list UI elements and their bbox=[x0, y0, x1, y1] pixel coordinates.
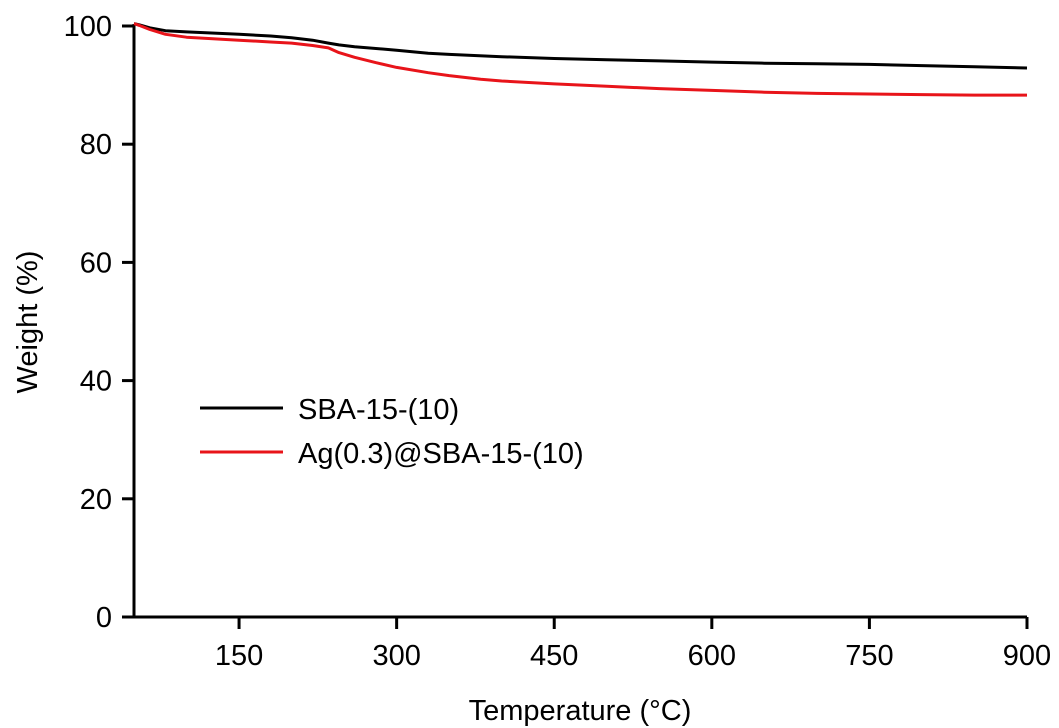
legend-label-ag-sba15: Ag(0.3)@SBA-15-(10) bbox=[298, 438, 584, 470]
y-tick-label: 80 bbox=[80, 129, 112, 161]
x-ticks: 150 300 450 600 750 900 bbox=[215, 617, 1051, 672]
y-tick-label: 100 bbox=[64, 11, 112, 43]
x-tick-label: 600 bbox=[688, 640, 736, 672]
legend-label-sba15: SBA-15-(10) bbox=[298, 394, 459, 426]
series-line-0 bbox=[133, 22, 1028, 70]
x-tick-label: 900 bbox=[1003, 640, 1051, 672]
y-tick-label: 60 bbox=[80, 247, 112, 279]
series-layer bbox=[133, 22, 1028, 97]
axes bbox=[132, 24, 1027, 619]
x-tick-label: 750 bbox=[845, 640, 893, 672]
x-tick-label: 150 bbox=[215, 640, 263, 672]
x-tick-label: 300 bbox=[372, 640, 420, 672]
y-tick-label: 20 bbox=[80, 484, 112, 516]
x-tick-label: 450 bbox=[530, 640, 578, 672]
y-ticks: 0 20 40 60 80 100 bbox=[64, 11, 134, 634]
y-tick-label: 0 bbox=[96, 602, 112, 634]
y-tick-label: 40 bbox=[80, 366, 112, 398]
series-line-1 bbox=[133, 22, 1027, 97]
legend: SBA-15-(10) Ag(0.3)@SBA-15-(10) bbox=[200, 394, 584, 470]
y-axis-title: Weight (%) bbox=[12, 251, 44, 394]
x-axis-title: Temperature (°C) bbox=[469, 695, 692, 727]
